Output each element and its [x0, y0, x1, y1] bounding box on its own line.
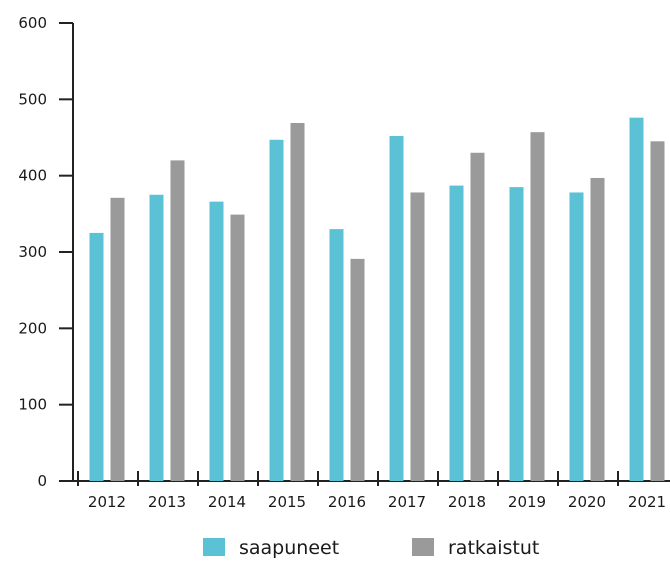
bar-saapuneet-2020 — [569, 192, 584, 481]
x-tick-label: 2018 — [448, 493, 486, 511]
x-axis: 2012 2013 2014 2015 2016 2017 2018 2019 2020 2021 — [59, 471, 670, 511]
x-tick-label: 2016 — [328, 493, 366, 511]
y-tick-label: 0 — [37, 472, 47, 490]
bar-saapuneet-2021 — [629, 117, 644, 482]
bar-saapuneet-2015 — [269, 139, 284, 482]
bars — [89, 117, 665, 482]
x-tick-label: 2020 — [568, 493, 606, 511]
bar-ratkaistut-2014 — [230, 214, 245, 481]
bar-ratkaistut-2018 — [470, 152, 485, 481]
bar-saapuneet-2018 — [449, 185, 464, 481]
x-tick-label: 2015 — [268, 493, 306, 511]
y-axis: 0 100 200 300 400 500 600 — [18, 14, 74, 490]
bar-ratkaistut-2012 — [110, 197, 125, 481]
bar-saapuneet-2019 — [509, 187, 524, 481]
legend-label-ratkaistut: ratkaistut — [448, 537, 539, 559]
bar-ratkaistut-2019 — [530, 132, 545, 481]
y-tick-label: 500 — [18, 90, 47, 108]
bar-ratkaistut-2020 — [590, 177, 605, 481]
y-tick-label: 600 — [18, 14, 47, 32]
x-tick-label: 2012 — [88, 493, 126, 511]
bar-saapuneet-2012 — [89, 232, 104, 481]
legend-swatch-ratkaistut — [412, 538, 434, 556]
legend: saapuneet ratkaistut — [203, 537, 539, 559]
y-tick-label: 300 — [18, 243, 47, 261]
bar-ratkaistut-2013 — [170, 160, 185, 481]
x-tick-label: 2019 — [508, 493, 546, 511]
x-tick-label: 2013 — [148, 493, 186, 511]
x-tick-label: 2021 — [628, 493, 666, 511]
bar-ratkaistut-2017 — [410, 192, 425, 481]
bar-saapuneet-2016 — [329, 229, 344, 481]
bar-ratkaistut-2015 — [290, 122, 305, 481]
legend-swatch-saapuneet — [203, 538, 225, 556]
y-tick-label: 400 — [18, 167, 47, 185]
x-tick-label: 2014 — [208, 493, 246, 511]
x-tick-label: 2017 — [388, 493, 426, 511]
y-tick-label: 100 — [18, 396, 47, 414]
bar-saapuneet-2013 — [149, 194, 164, 481]
bar-saapuneet-2017 — [389, 135, 404, 481]
y-tick-label: 200 — [18, 319, 47, 337]
bar-ratkaistut-2021 — [650, 141, 665, 482]
bar-saapuneet-2014 — [209, 201, 224, 481]
bar-ratkaistut-2016 — [350, 258, 365, 481]
legend-label-saapuneet: saapuneet — [239, 537, 339, 559]
